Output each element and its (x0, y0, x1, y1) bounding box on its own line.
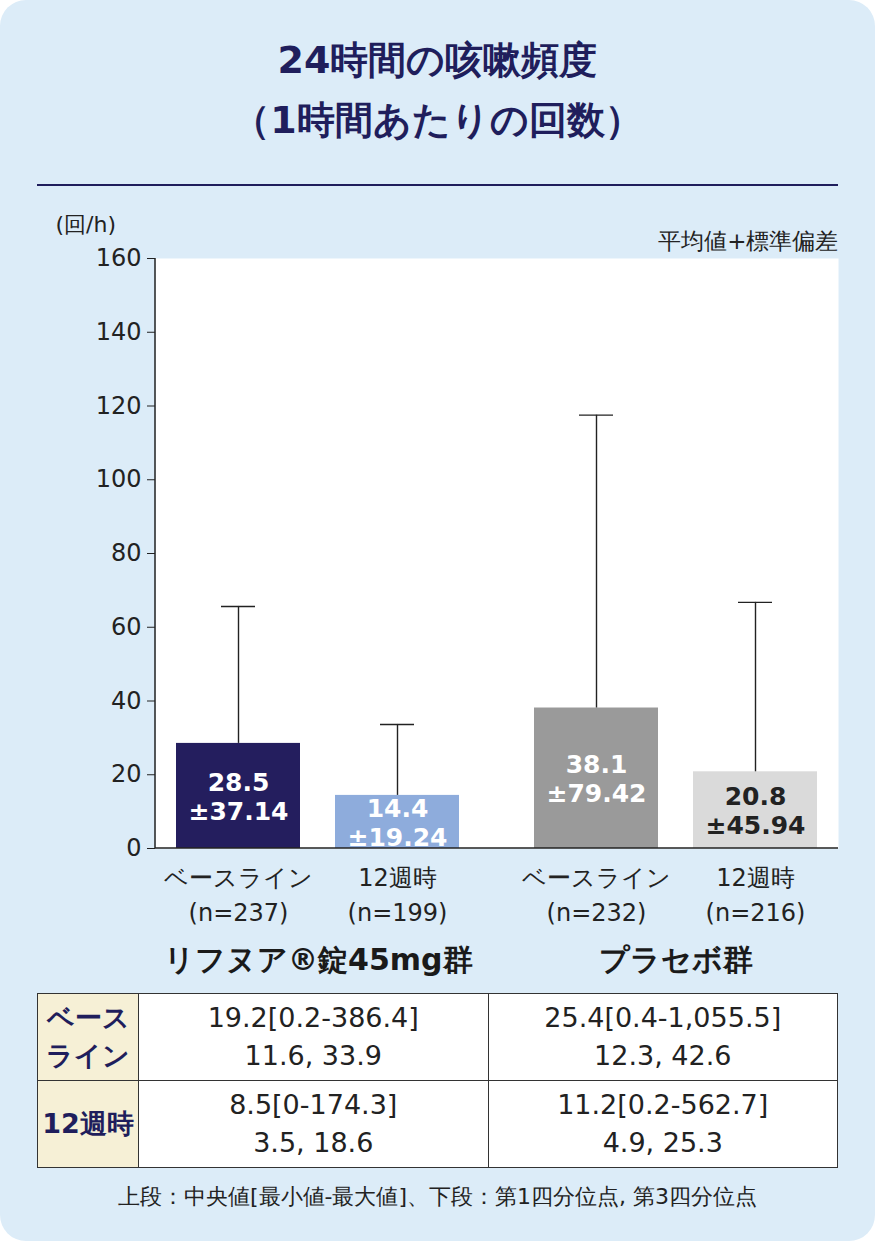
html-text:（1時間あたりの回数）: （1時間あたりの回数） (232, 98, 643, 142)
svg-text:平均値+標準偏差: 平均値+標準偏差 (658, 228, 838, 254)
svg-text:12週時(n=199): 12週時(n=199) (348, 864, 448, 927)
html-text:ベースライン: ベースライン (46, 1002, 130, 1071)
svg-text:40: 40 (111, 687, 142, 715)
html-text:12週時: 12週時 (42, 1108, 134, 1139)
html-text:上段：中央値[最小値-最大値]、下段：第1四分位点, 第3四: 上段：中央値[最小値-最大値]、下段：第1四分位点, 第3四分位点 (118, 1184, 757, 1209)
svg-text:20: 20 (111, 760, 142, 788)
svg-text:リフヌア®錠45mg群: リフヌア®錠45mg群 (164, 942, 472, 977)
svg-text:100: 100 (96, 465, 142, 493)
svg-text:(回/h): (回/h) (56, 212, 117, 237)
html-text:11.2[0.2-562.7] 4.9, 25.3: 11.2[0.2-562.7] 4.9, 25.3 (557, 1089, 769, 1158)
svg-text:60: 60 (111, 613, 142, 641)
svg-text:20.8±45.94: 20.8±45.94 (705, 782, 805, 840)
svg-text:ベースライン(n=237): ベースライン(n=237) (164, 864, 313, 927)
html-text:25.4[0.4-1,055.5] 12.3, 42.6: 25.4[0.4-1,055.5] 12.3, 42.6 (544, 1002, 782, 1071)
svg-text:80: 80 (111, 539, 142, 567)
svg-text:140: 140 (96, 318, 142, 346)
svg-text:プラセボ群: プラセボ群 (599, 942, 753, 977)
svg-text:160: 160 (96, 244, 142, 272)
html-text:8.5[0-174.3] 3.5, 18.6: 8.5[0-174.3] 3.5, 18.6 (229, 1089, 398, 1158)
svg-text:120: 120 (96, 392, 142, 420)
html-text:19.2[0.2-386.4] 11.6, 33.9: 19.2[0.2-386.4] 11.6, 33.9 (207, 1002, 419, 1071)
svg-text:12週時(n=216): 12週時(n=216) (706, 864, 806, 927)
svg-text:14.4±19.24: 14.4±19.24 (347, 794, 447, 852)
svg-text:0: 0 (126, 834, 141, 862)
html-text:24時間の咳嗽頻度: 24時間の咳嗽頻度 (277, 38, 598, 82)
svg-text:38.1±79.42: 38.1±79.42 (546, 750, 646, 808)
svg-text:ベースライン(n=232): ベースライン(n=232) (522, 864, 671, 927)
svg-text:28.5±37.14: 28.5±37.14 (188, 768, 288, 826)
